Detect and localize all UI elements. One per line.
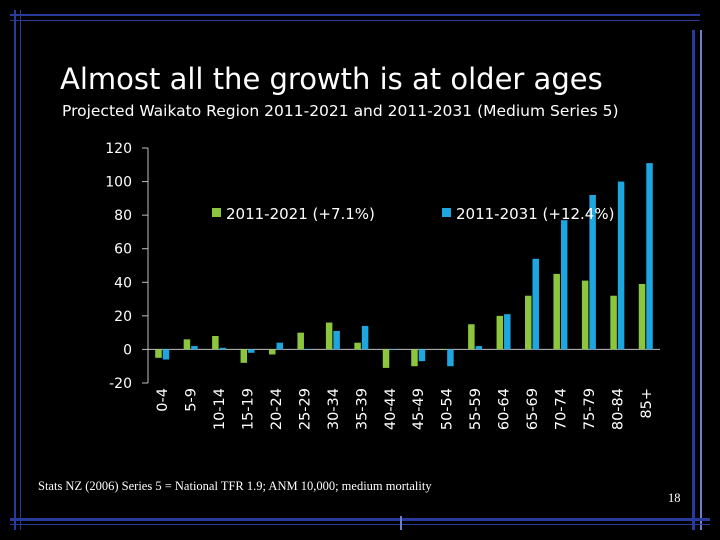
x-tick-label: 55-59	[468, 388, 484, 430]
bar-2021-5-9	[183, 339, 191, 350]
bar-2031-55-59	[475, 346, 483, 350]
x-tick-label: 75-79	[582, 388, 598, 430]
y-tick-label: 0	[123, 342, 132, 358]
x-tick-label: 20-24	[269, 388, 285, 430]
legend-swatch-2021	[212, 208, 221, 217]
bar-2021-15-19	[240, 349, 248, 363]
bar-2031-50-54	[447, 349, 454, 367]
x-tick-label: 45-49	[411, 388, 427, 430]
bar-2021-35-39	[354, 342, 361, 350]
y-tick-label: 40	[114, 275, 132, 291]
frame-bottom-line-2	[10, 524, 710, 525]
bar-2021-20-24	[269, 349, 276, 355]
x-tick-label: 80-84	[610, 388, 626, 430]
y-tick-label: 120	[105, 141, 132, 157]
page-number: 18	[668, 491, 681, 505]
x-tick-label: 60-64	[497, 388, 513, 430]
source-note: Stats NZ (2006) Series 5 = National TFR …	[38, 479, 432, 493]
bar-2031-25-29	[304, 349, 312, 351]
bar-2031-75-79	[589, 195, 596, 350]
bar-2021-65-69	[525, 295, 532, 350]
bar-2021-75-79	[581, 280, 589, 350]
y-tick-label: -20	[109, 376, 132, 392]
frame-right-line-2	[700, 30, 702, 530]
x-tick-label: 25-29	[297, 388, 313, 430]
y-tick-label: 20	[114, 309, 132, 325]
legend-label-2031: 2011-2031 (+12.4%)	[456, 205, 614, 223]
frame-left-line-2	[20, 10, 21, 530]
bar-2031-45-49	[418, 349, 426, 362]
frame-bottom-line	[10, 518, 710, 521]
x-tick-label: 40-44	[383, 388, 399, 430]
bar-2031-5-9	[191, 346, 198, 350]
legend-label-2021: 2011-2021 (+7.1%)	[226, 205, 375, 223]
x-tick-label: 0-4	[155, 388, 171, 412]
x-tick-label: 35-39	[354, 388, 370, 430]
bar-2021-70-74	[553, 273, 560, 350]
legend-swatch-2031	[442, 208, 451, 217]
bar-2031-40-44	[390, 349, 397, 351]
bar-2021-10-14	[212, 336, 219, 350]
slide-subtitle: Projected Waikato Region 2011-2021 and 2…	[62, 102, 619, 120]
bar-2031-70-74	[560, 220, 568, 350]
frame-bottom-accent	[400, 516, 402, 530]
y-tick-label: 100	[105, 175, 132, 191]
y-tick-label: 80	[114, 208, 132, 224]
slide-title: Almost all the growth is at older ages	[60, 62, 603, 96]
bar-2021-25-29	[297, 332, 304, 350]
x-tick-label: 15-19	[241, 388, 257, 430]
y-tick-label: 60	[114, 242, 132, 258]
bar-2031-20-24	[276, 342, 283, 350]
bar-2031-80-84	[617, 181, 625, 350]
bar-2021-55-59	[468, 324, 475, 350]
bar-2021-0-4	[155, 349, 162, 358]
bar-2021-30-34	[325, 322, 333, 350]
x-tick-label: 65-69	[525, 388, 541, 430]
frame-top-line	[10, 14, 700, 16]
x-tick-label: 5-9	[184, 388, 200, 412]
bar-2031-65-69	[532, 258, 539, 350]
frame-right-line	[692, 30, 695, 530]
bar-2031-35-39	[361, 325, 369, 350]
frame-top-line-2	[10, 20, 700, 21]
x-tick-label: 10-14	[212, 388, 228, 430]
x-tick-label: 50-54	[440, 388, 456, 430]
bar-2031-60-64	[504, 314, 511, 350]
bar-2031-85+	[646, 163, 653, 350]
bar-2021-85+	[638, 283, 646, 350]
bar-2021-40-44	[382, 349, 390, 368]
bar-2031-10-14	[219, 347, 227, 350]
bar-2031-0-4	[162, 349, 170, 360]
bar-2021-80-84	[610, 295, 617, 350]
bar-2031-30-34	[333, 330, 340, 350]
bar-2021-60-64	[496, 315, 504, 350]
bar-2021-45-49	[411, 349, 418, 367]
x-tick-label: 85+	[639, 388, 655, 419]
bar-2021-50-54	[439, 349, 447, 351]
x-tick-label: 70-74	[553, 388, 569, 430]
x-tick-label: 30-34	[326, 388, 342, 430]
bar-2031-15-19	[248, 349, 255, 353]
frame-left-line	[14, 10, 16, 530]
